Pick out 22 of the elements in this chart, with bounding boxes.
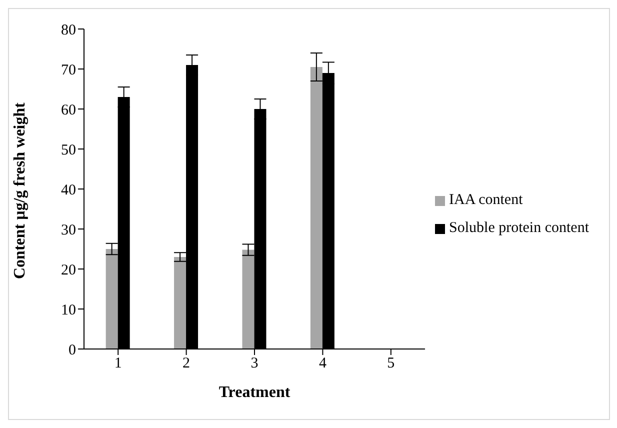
y-axis-title: Content µg/g fresh weight [12, 102, 29, 279]
x-tick-label: 5 [387, 356, 395, 372]
bar [106, 249, 118, 349]
x-tick-label: 2 [182, 356, 190, 372]
y-tick-label: 50 [61, 142, 76, 158]
y-tick-label: 70 [61, 62, 76, 78]
x-tick-label: 4 [318, 356, 327, 372]
bar [242, 250, 254, 349]
y-tick-label: 80 [61, 22, 76, 38]
x-tick-label: 1 [114, 356, 122, 372]
bar [310, 67, 322, 349]
x-tick-label: 3 [250, 356, 258, 372]
y-tick-label: 30 [61, 222, 76, 238]
y-tick-label: 10 [61, 302, 76, 318]
y-tick-label: 60 [61, 102, 76, 118]
legend-label: IAA content [449, 192, 523, 208]
y-tick-label: 20 [61, 262, 76, 278]
legend-label: Soluble protein content [449, 220, 589, 236]
x-axis-title: Treatment [218, 384, 291, 401]
y-tick-label: 40 [61, 182, 76, 198]
bar [174, 257, 186, 349]
y-tick-label: 0 [68, 342, 76, 358]
